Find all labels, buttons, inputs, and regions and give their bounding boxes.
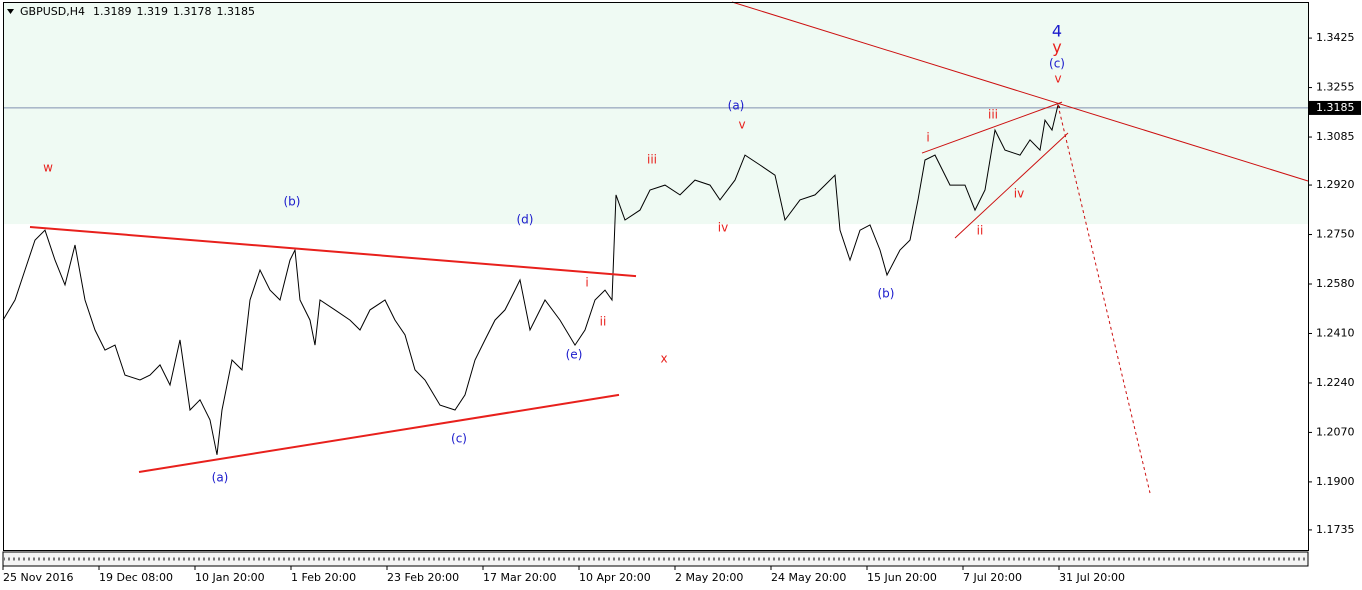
plot-frame xyxy=(3,2,1309,551)
wave-label: 4 xyxy=(1052,21,1062,40)
wave-label: iv xyxy=(1014,187,1024,201)
wave-label: i xyxy=(585,276,588,290)
price-zone xyxy=(3,2,1308,225)
header: GBPUSD,H4 1.3189 1.319 1.3178 1.3185 xyxy=(20,5,255,18)
y-tick-label: 1.2750 xyxy=(1316,228,1355,241)
price-line xyxy=(2,103,1061,455)
x-tick-label: 17 Mar 20:00 xyxy=(483,571,556,584)
y-tick-label: 1.3255 xyxy=(1316,81,1355,94)
high: 1.319 xyxy=(136,5,168,18)
x-tick-label: 7 Jul 20:00 xyxy=(963,571,1022,584)
trend-line xyxy=(921,101,1063,154)
trend-line xyxy=(138,393,620,473)
plot-area: w(b)(d)(a)(c)(e)iiix(a)viiiiv(b)iiiiiiiv… xyxy=(2,1,1309,494)
x-tick-label: 10 Apr 20:00 xyxy=(579,571,651,584)
wave-label: iii xyxy=(647,153,657,167)
x-tick-label: 15 Jun 20:00 xyxy=(867,571,937,584)
wave-label: (a) xyxy=(212,470,229,484)
x-tick-label: 25 Nov 2016 xyxy=(3,571,73,584)
wave-label: (c) xyxy=(451,431,467,445)
y-tick-label: 1.3425 xyxy=(1316,31,1355,44)
wave-label: ii xyxy=(600,315,607,329)
y-tick-label: 1.3085 xyxy=(1316,130,1355,143)
close: 1.3185 xyxy=(216,5,255,18)
low: 1.3178 xyxy=(173,5,212,18)
trend-line xyxy=(954,132,1069,239)
x-tick-label: 10 Jan 20:00 xyxy=(195,571,265,584)
y-tick-label: 1.2240 xyxy=(1316,376,1355,389)
wave-label: (a) xyxy=(728,99,745,113)
wave-label: (b) xyxy=(878,286,895,300)
wave-label: (d) xyxy=(517,212,534,226)
y-tick-label: 1.2070 xyxy=(1316,425,1355,438)
y-tick-label: 1.1735 xyxy=(1316,523,1355,536)
x-tick-label: 23 Feb 20:00 xyxy=(387,571,459,584)
wave-label: w xyxy=(43,161,53,175)
y-tick-label: 1.2920 xyxy=(1316,178,1355,191)
wave-label: iv xyxy=(718,221,728,235)
x-tick-label: 1 Feb 20:00 xyxy=(291,571,356,584)
current-price-label: 1.3185 xyxy=(1316,101,1355,114)
trend-line xyxy=(29,225,637,278)
y-tick-label: 1.2580 xyxy=(1316,277,1355,290)
wave-label: y xyxy=(1052,37,1061,56)
current-price-box xyxy=(1309,100,1361,115)
wave-label: i xyxy=(926,131,929,145)
x-tick-label: 31 Jul 20:00 xyxy=(1059,571,1125,584)
wave-label: ii xyxy=(977,224,984,238)
trend-line xyxy=(731,1,1309,182)
wave-label: iii xyxy=(988,107,998,121)
wave-label: (e) xyxy=(566,348,583,362)
wave-label: x xyxy=(660,352,667,366)
y-tick-label: 1.2410 xyxy=(1316,326,1355,339)
wave-label: v xyxy=(1054,72,1061,86)
wave-label: v xyxy=(738,118,745,132)
x-tick-label: 24 May 20:00 xyxy=(771,571,846,584)
y-tick-label: 1.1900 xyxy=(1316,475,1355,488)
wave-label: (c) xyxy=(1049,56,1065,70)
menu-arrow[interactable] xyxy=(7,9,14,14)
trend-line xyxy=(1057,104,1151,494)
x-tick-label: 2 May 20:00 xyxy=(675,571,743,584)
x-tick-label: 19 Dec 08:00 xyxy=(99,571,173,584)
open: 1.3189 xyxy=(93,5,132,18)
wave-label: (b) xyxy=(284,194,301,208)
symbol: GBPUSD,H4 xyxy=(20,5,85,18)
